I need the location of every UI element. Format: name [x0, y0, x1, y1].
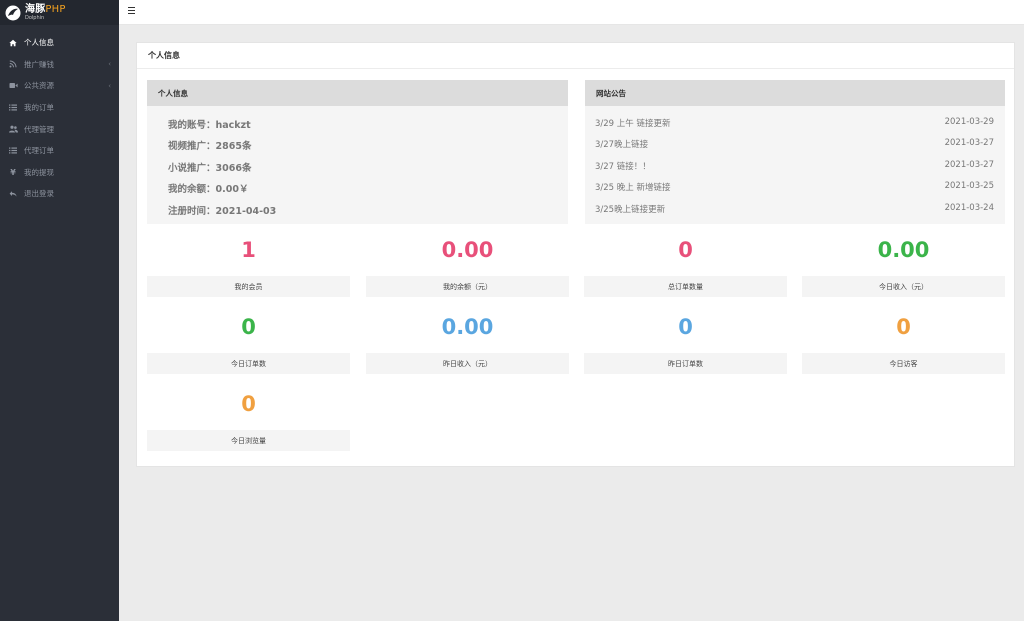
sidebar-item-promote[interactable]: 推广赚钱 ‹ [0, 54, 119, 76]
stat-value: 0 [896, 315, 911, 339]
stat-label: 今日浏览量 [147, 430, 350, 451]
sidebar-item-label: 公共资源 [24, 81, 54, 91]
sidebar-item-resources[interactable]: 公共资源 ‹ [0, 75, 119, 97]
profile-panel: 个人信息 我的账号：hackzt 视频推广：2865条 小说推广：3066条 我… [147, 80, 568, 224]
notice-date: 2021-03-29 [944, 117, 994, 127]
stat-members: 1 我的会员 [147, 224, 350, 301]
stat-total-orders: 0 总订单数量 [584, 224, 787, 301]
sidebar-item-withdraw[interactable]: ¥ 我的提现 [0, 162, 119, 184]
stat-value: 0.00 [441, 315, 494, 339]
notice-text: 3/27 链接！！ [595, 162, 651, 172]
dolphin-logo-icon [5, 5, 21, 20]
stat-value: 0 [241, 392, 256, 416]
notice-item[interactable]: 3/25 晚上 新增链接 2021-03-25 [595, 181, 994, 193]
card-title: 个人信息 [137, 43, 1014, 69]
notice-date: 2021-03-27 [944, 138, 994, 148]
sidebar-item-label: 代理管理 [24, 124, 54, 134]
users-icon [8, 124, 18, 134]
notice-text: 3/25 晚上 新增链接 [595, 183, 671, 193]
stat-label: 昨日收入（元） [366, 353, 569, 374]
register-date-info: 注册时间：2021-04-03 [168, 206, 277, 217]
stat-label: 今日访客 [802, 353, 1005, 374]
home-icon [8, 38, 18, 48]
notice-date: 2021-03-24 [944, 203, 994, 213]
logo[interactable]: 海豚PHP Dolphin [0, 0, 119, 25]
stat-label: 今日收入（元） [802, 276, 1005, 297]
notice-item[interactable]: 3/27 链接！！ 2021-03-27 [595, 160, 994, 172]
notice-text: 3/25晚上链接更新 [595, 205, 666, 215]
list-icon [8, 103, 18, 113]
logo-subtitle: Dolphin [25, 14, 45, 21]
sidebar-item-agent-orders[interactable]: 代理订单 [0, 140, 119, 162]
sidebar-item-label: 代理订单 [24, 146, 54, 156]
stat-value: 0 [678, 238, 693, 262]
profile-card: 个人信息 个人信息 我的账号：hackzt 视频推广：2865条 小说推广：30… [136, 42, 1015, 467]
stat-yesterday-orders: 0 昨日订单数 [584, 301, 787, 378]
notice-item[interactable]: 3/29 上午 链接更新 2021-03-29 [595, 117, 994, 129]
stat-value: 0 [678, 315, 693, 339]
notice-date: 2021-03-27 [944, 160, 994, 170]
stat-balance: 0.00 我的余额（元） [366, 224, 569, 301]
yen-icon: ¥ [10, 167, 16, 177]
logout-icon [8, 189, 18, 199]
stat-today-orders: 0 今日订单数 [147, 301, 350, 378]
topbar [119, 0, 1024, 25]
notice-item[interactable]: 3/27晚上链接 2021-03-27 [595, 138, 994, 150]
stat-yesterday-income: 0.00 昨日收入（元） [366, 301, 569, 378]
stat-today-income: 0.00 今日收入（元） [802, 224, 1005, 301]
stat-label: 我的余额（元） [366, 276, 569, 297]
menu-toggle-icon[interactable] [128, 7, 138, 17]
stat-today-pageviews: 0 今日浏览量 [147, 378, 350, 455]
stat-value: 1 [241, 238, 256, 262]
profile-panel-title: 个人信息 [147, 80, 568, 106]
sidebar-item-agents[interactable]: 代理管理 [0, 118, 119, 140]
stat-value: 0.00 [441, 238, 494, 262]
rss-icon [8, 59, 18, 69]
sidebar-item-label: 个人信息 [24, 38, 54, 48]
sidebar-item-logout[interactable]: 退出登录 [0, 183, 119, 205]
sidebar-item-orders[interactable]: 我的订单 [0, 97, 119, 119]
stat-label: 昨日订单数 [584, 353, 787, 374]
account-info: 我的账号：hackzt [168, 120, 251, 131]
chevron-left-icon: ‹ [108, 60, 111, 69]
notice-panel: 网站公告 3/29 上午 链接更新 2021-03-29 3/27晚上链接 20… [585, 80, 1005, 224]
notice-text: 3/27晚上链接 [595, 140, 649, 150]
sidebar-item-label: 我的提现 [24, 167, 54, 177]
sidebar-nav: 个人信息 推广赚钱 ‹ 公共资源 ‹ 我的订单 代理管理 [0, 32, 119, 205]
notice-item[interactable]: 3/25晚上链接更新 2021-03-24 [595, 203, 994, 215]
stat-today-visitors: 0 今日访客 [802, 301, 1005, 378]
list-icon [8, 146, 18, 156]
video-icon [8, 81, 18, 91]
sidebar-item-label: 退出登录 [24, 189, 54, 199]
stat-value: 0.00 [877, 238, 930, 262]
sidebar: 海豚PHP Dolphin 个人信息 推广赚钱 ‹ 公共资源 ‹ [0, 0, 119, 621]
stat-label: 我的会员 [147, 276, 350, 297]
notice-text: 3/29 上午 链接更新 [595, 119, 671, 129]
novel-promo-info: 小说推广：3066条 [168, 163, 252, 174]
video-promo-info: 视频推广：2865条 [168, 141, 252, 152]
chevron-left-icon: ‹ [108, 81, 111, 90]
logo-title: 海豚PHP [25, 3, 66, 15]
notice-panel-title: 网站公告 [585, 80, 1005, 106]
sidebar-item-label: 我的订单 [24, 103, 54, 113]
notice-date: 2021-03-25 [944, 181, 994, 191]
sidebar-item-profile[interactable]: 个人信息 [0, 32, 119, 54]
balance-info: 我的余额：0.00￥ [168, 184, 249, 195]
stat-label: 总订单数量 [584, 276, 787, 297]
stat-value: 0 [241, 315, 256, 339]
stat-label: 今日订单数 [147, 353, 350, 374]
sidebar-item-label: 推广赚钱 [24, 59, 54, 69]
